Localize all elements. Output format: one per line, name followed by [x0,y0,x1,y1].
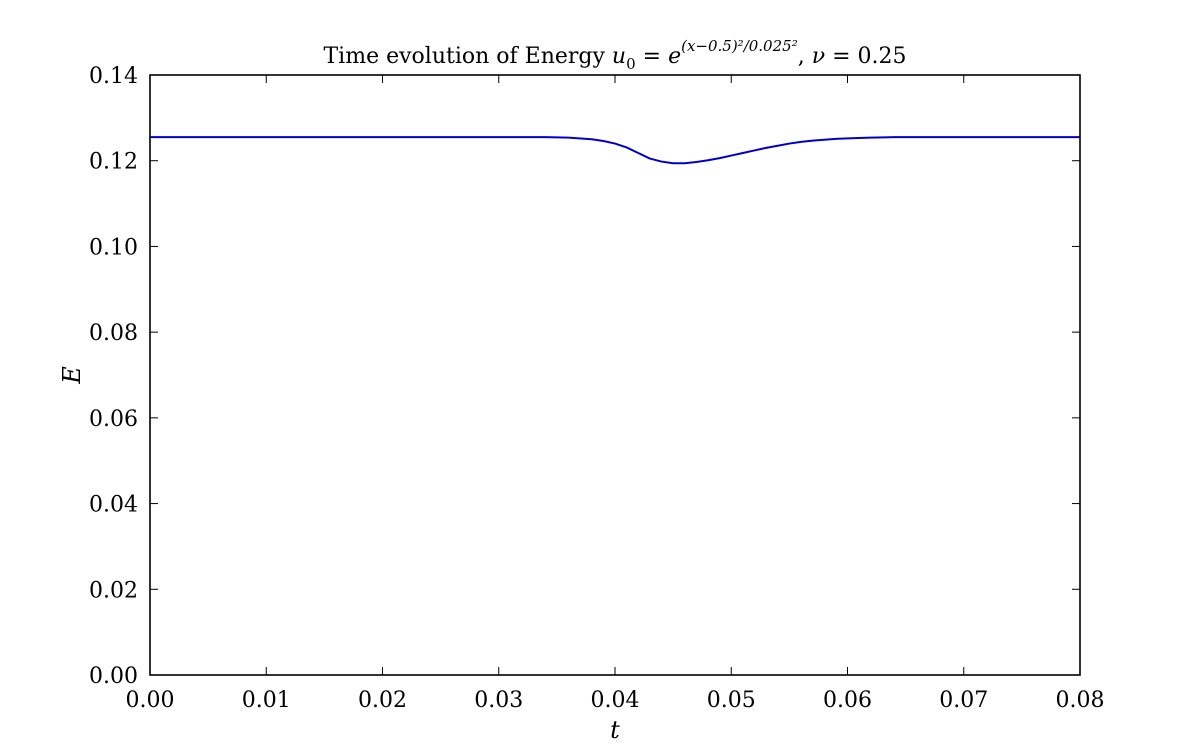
series-layer [150,136,1080,165]
x-tick-label: 0.08 [1056,688,1105,713]
x-tick-label: 0.04 [591,688,640,713]
plot-frame [149,74,1081,676]
y-tick-label: 0.06 [89,407,138,432]
y-tick-label: 0.10 [89,235,138,260]
x-axis-label: t [610,716,620,744]
y-tick-label: 0.04 [89,493,138,518]
x-tick-label: 0.06 [823,688,872,713]
y-tick-label: 0.14 [89,64,138,89]
x-tick-label: 0.05 [707,688,756,713]
y-tick-label: 0.08 [89,321,138,346]
x-tick-label: 0.07 [939,688,988,713]
chart-title: Time evolution of Energy u0 = e(x−0.5)²/… [324,37,907,73]
y-tick-label: 0.02 [89,578,138,603]
x-tick-label: 0.00 [126,688,175,713]
x-tick-label: 0.03 [474,688,523,713]
ticks-layer: 0.00 0.01 0.02 0.03 0.04 0.05 0.06 0.07 0.08 0.00… [89,64,1104,713]
y-tick-label: 0.12 [89,150,138,175]
x-tick-label: 0.01 [242,688,291,713]
y-tick-label: 0.00 [89,664,138,689]
series-line-energy [150,136,1080,165]
x-tick-label: 0.02 [358,688,407,713]
y-axis-label: E [58,366,86,385]
